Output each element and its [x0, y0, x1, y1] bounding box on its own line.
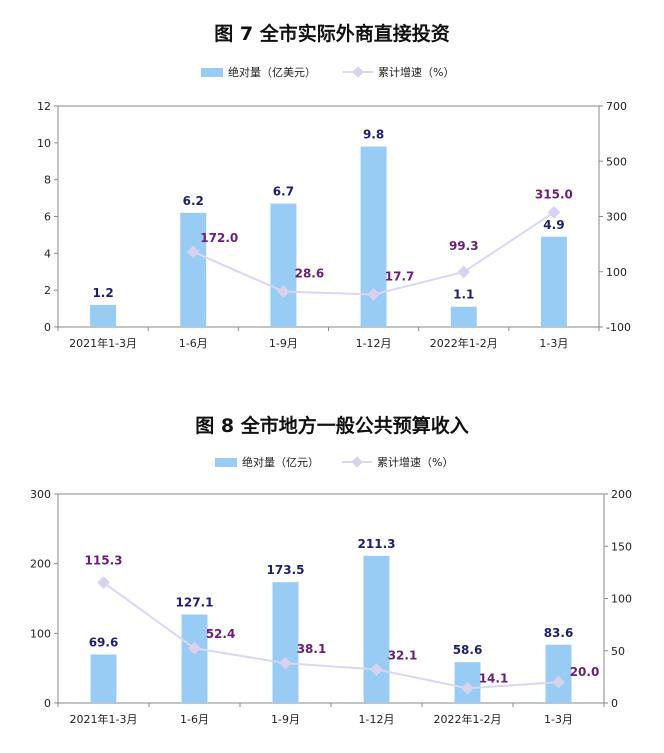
legend-bar-label: 绝对量（亿美元）	[228, 65, 316, 79]
y-right-tick-label: 100	[606, 266, 627, 279]
legend-line-label: 累计增速（%）	[377, 455, 453, 469]
x-tick-label: 2021年1-3月	[70, 712, 138, 726]
bar-data-label: 127.1	[176, 595, 214, 609]
growth-data-label: 315.0	[535, 187, 573, 201]
growth-point	[367, 288, 380, 301]
y-right-tick-label: 200	[611, 488, 632, 501]
bar-data-label: 69.6	[89, 636, 119, 650]
y-right-tick-label: -100	[606, 321, 631, 334]
bar	[450, 306, 477, 327]
y-left-tick-label: 10	[37, 137, 51, 150]
x-tick-label: 1-12月	[359, 713, 395, 726]
plot-frame	[57, 493, 605, 704]
bar-data-label: 58.6	[453, 643, 483, 657]
growth-line	[102, 581, 559, 690]
y-left-tick-label: 4	[44, 247, 51, 260]
y-right-tick-label: 150	[611, 540, 632, 553]
growth-data-label: 17.7	[385, 269, 415, 283]
bar-data-label: 83.6	[544, 626, 574, 640]
y-left-tick-label: 8	[44, 174, 51, 187]
y-left-tick-label: 12	[37, 100, 51, 113]
x-tick-label: 1-12月	[356, 337, 392, 350]
growth-data-label: 115.3	[85, 554, 123, 568]
x-tick-label: 1-6月	[180, 713, 209, 726]
x-tick-label: 2021年1-3月	[69, 336, 137, 350]
y-left-tick-label: 300	[30, 488, 51, 501]
growth-point	[457, 265, 471, 279]
x-tick-label: 1-6月	[179, 337, 208, 350]
growth-data-label: 32.1	[388, 648, 418, 662]
legend-bar-label: 绝对量（亿元）	[242, 455, 319, 469]
x-tick-label: 1-9月	[271, 713, 300, 726]
bar	[180, 212, 207, 327]
bar-data-label: 1.2	[92, 286, 113, 300]
legend-line-label: 累计增速（%）	[378, 65, 454, 79]
y-right-tick-label: 100	[611, 593, 632, 606]
growth-data-label: 52.4	[206, 627, 236, 641]
bar-data-label: 6.2	[183, 194, 204, 208]
x-tick-label: 1-9月	[269, 337, 298, 350]
bar-data-label: 1.1	[453, 288, 474, 302]
legend-line-marker	[352, 66, 364, 78]
growth-data-label: 99.3	[449, 239, 479, 253]
bar	[545, 644, 572, 703]
y-right-tick-label: 700	[606, 100, 627, 113]
growth-point	[186, 245, 200, 259]
legend-bar-swatch	[215, 458, 237, 467]
y-left-tick-label: 0	[44, 697, 51, 710]
x-tick-label: 1-3月	[544, 713, 573, 726]
bar	[181, 614, 208, 703]
growth-data-label: 38.1	[297, 642, 327, 656]
growth-data-label: 20.0	[570, 665, 600, 679]
growth-data-label: 172.0	[200, 231, 238, 245]
x-tick-label: 2022年1-2月	[434, 712, 502, 726]
y-left-tick-label: 2	[44, 284, 51, 297]
x-tick-label: 2022年1-2月	[430, 336, 498, 350]
y-left-tick-label: 200	[30, 558, 51, 571]
growth-point	[277, 285, 290, 298]
y-left-tick-label: 100	[30, 627, 51, 640]
growth-point	[97, 576, 110, 589]
y-left-tick-label: 0	[44, 321, 51, 334]
y-right-tick-label: 50	[611, 645, 625, 658]
legend-bar-swatch	[201, 68, 223, 77]
bar-data-label: 173.5	[267, 563, 305, 577]
chart-title: 图 8 全市地方一般公共预算收入	[195, 414, 468, 437]
bar-data-label: 6.7	[273, 185, 294, 199]
bar	[270, 203, 297, 327]
bar-data-label: 4.9	[543, 218, 564, 232]
x-tick-label: 1-3月	[539, 337, 568, 350]
y-left-tick-label: 6	[44, 211, 51, 224]
chart-title: 图 7 全市实际外商直接投资	[214, 22, 449, 45]
y-right-tick-label: 0	[611, 697, 618, 710]
bar-data-label: 9.8	[363, 128, 384, 142]
bar	[272, 582, 299, 703]
y-right-tick-label: 300	[606, 211, 627, 224]
bar	[90, 304, 117, 327]
bar	[363, 555, 390, 703]
legend-line-marker	[351, 456, 363, 468]
growth-data-label: 28.6	[295, 266, 325, 280]
bar	[90, 654, 117, 703]
bar	[540, 236, 567, 327]
bar-data-label: 211.3	[358, 537, 396, 551]
y-right-tick-label: 500	[606, 155, 627, 168]
growth-data-label: 14.1	[479, 671, 509, 685]
